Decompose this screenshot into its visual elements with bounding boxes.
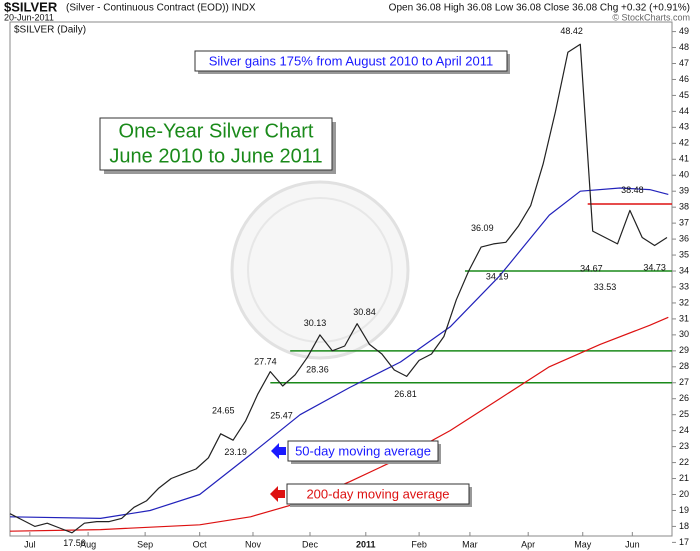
y-tick-label: 22 [679,457,689,467]
arrow [271,443,286,459]
point-label: 25.47 [270,411,293,421]
y-tick-label: 32 [679,297,689,307]
y-tick-label: 17 [679,537,689,547]
y-tick-label: 30 [679,329,689,339]
y-tick-label: 23 [679,441,689,451]
point-label: 27.74 [254,356,277,366]
y-tick-label: 39 [679,186,689,196]
point-label: 17.50 [63,538,86,548]
date: 20-Jun-2011 [4,12,54,22]
y-tick-label: 19 [679,505,689,515]
y-tick-label: 40 [679,170,689,180]
description: (Silver - Continuous Contract (EOD)) IND… [66,3,256,14]
y-tick-label: 47 [679,58,689,68]
y-tick-label: 25 [679,409,689,419]
chart-title: One-Year Silver Chart [119,120,314,142]
y-tick-label: 49 [679,26,689,36]
x-tick-label: Nov [245,539,262,549]
y-tick-label: 33 [679,281,689,291]
y-tick-label: 48 [679,42,689,52]
point-label: 26.81 [394,389,417,399]
headline-box [194,50,508,72]
y-tick-label: 29 [679,345,689,355]
point-label: 30.84 [353,307,376,317]
plot-frame [9,21,673,537]
series-label: $SILVER (Daily) [14,25,86,36]
y-tick-label: 27 [679,377,689,387]
point-label: 34.73 [643,263,666,273]
headline: Silver gains 175% from August 2010 to Ap… [209,53,494,68]
ma200-box [286,483,470,505]
symbol: $SILVER [4,0,58,14]
y-tick-label: 24 [679,425,689,435]
y-tick-label: 31 [679,313,689,323]
x-tick-label: Feb [411,539,427,549]
y-tick-label: 26 [679,393,689,403]
arrow [270,486,285,502]
x-tick-label: Oct [193,539,208,549]
y-tick-label: 37 [679,218,689,228]
ma200-label: 200-day moving average [306,486,449,501]
y-tick-label: 35 [679,249,689,259]
x-tick-label: Aug [80,539,96,549]
ma50-label: 50-day moving average [295,443,431,458]
y-tick-label: 28 [679,361,689,371]
y-tick-label: 20 [679,489,689,499]
series-line [9,43,668,534]
x-tick-label: Apr [521,539,535,549]
point-label: 48.42 [560,26,583,36]
y-tick-label: 36 [679,233,689,243]
x-tick-label: 2011 [356,539,376,549]
x-tick-label: Jun [625,539,640,549]
chart-subtitle: June 2010 to June 2011 [109,145,322,167]
y-tick-label: 42 [679,138,689,148]
point-label: 34.67 [580,264,603,274]
point-label: 36.09 [471,223,494,233]
x-tick-label: Mar [462,539,478,549]
series-line [9,187,669,519]
ma50-box [287,440,439,462]
point-label: 23.19 [224,447,247,457]
x-tick-label: Jul [24,539,36,549]
title-box [99,117,333,171]
y-tick-label: 46 [679,74,689,84]
y-tick-label: 18 [679,521,689,531]
x-tick-label: May [574,539,592,549]
y-tick-label: 43 [679,122,689,132]
y-tick-label: 41 [679,154,689,164]
point-label: 24.65 [212,406,235,416]
y-tick-label: 44 [679,106,689,116]
quote: Open 36.08 High 36.08 Low 36.08 Close 36… [389,3,690,14]
y-tick-label: 34 [679,265,689,275]
x-tick-label: Dec [302,539,319,549]
point-label: 30.13 [304,318,327,328]
watermark [230,180,410,360]
point-label: 38.48 [621,185,644,195]
credit: © StockCharts.com [612,12,690,22]
y-tick-label: 21 [679,473,689,483]
y-tick-label: 45 [679,90,689,100]
point-label: 34.19 [486,271,509,281]
y-tick-label: 38 [679,202,689,212]
point-label: 28.36 [306,364,329,374]
point-label: 33.53 [594,282,617,292]
x-tick-label: Sep [137,539,153,549]
